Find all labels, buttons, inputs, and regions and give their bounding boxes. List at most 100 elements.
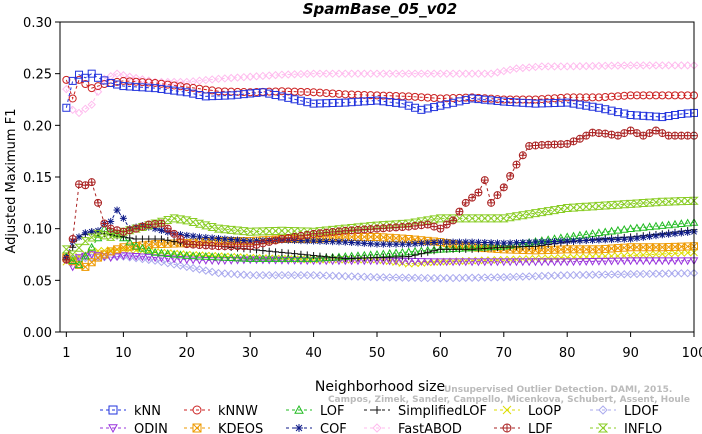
data-point (94, 198, 103, 207)
data-point (569, 270, 578, 280)
data-point (480, 273, 489, 282)
data-point (360, 272, 369, 282)
data-point (608, 236, 616, 244)
data-point (671, 249, 679, 258)
data-point (588, 93, 597, 102)
legend-label: SimplifiedLOF (398, 404, 487, 419)
data-point (398, 253, 406, 261)
data-point (112, 253, 122, 262)
data-point (341, 98, 350, 107)
data-point (493, 96, 502, 105)
legend-label: kNN (134, 404, 161, 419)
data-point (627, 235, 635, 243)
data-point (315, 88, 324, 97)
data-point (626, 243, 635, 252)
data-point (657, 221, 667, 229)
data-point (569, 245, 578, 254)
data-point (113, 206, 121, 214)
data-point (138, 78, 147, 87)
data-point (131, 241, 141, 250)
data-point (74, 108, 84, 118)
data-point (480, 214, 490, 223)
watermark: Campos, Zimek, Sander, Campello, Micenko… (328, 395, 690, 405)
data-point (664, 257, 673, 266)
data-point (639, 111, 648, 120)
data-point (366, 96, 375, 105)
data-point (385, 69, 394, 78)
data-point (486, 258, 496, 267)
data-point (620, 270, 629, 279)
data-point (303, 251, 311, 259)
data-point (473, 214, 484, 223)
data-point (480, 256, 489, 265)
data-point (264, 254, 274, 262)
data-point (379, 69, 388, 78)
data-point (493, 273, 502, 282)
data-point (195, 265, 204, 274)
data-point (436, 274, 445, 283)
y-tick-label: 0.10 (23, 223, 52, 238)
data-point (537, 258, 547, 267)
data-point (271, 236, 280, 245)
data-point (239, 253, 249, 262)
data-point (531, 258, 540, 267)
data-point (461, 95, 470, 104)
data-point (455, 245, 463, 253)
data-point (671, 230, 679, 238)
data-point (461, 198, 470, 207)
data-point (289, 227, 300, 236)
data-point (449, 98, 458, 107)
data-point (138, 83, 147, 92)
data-point (645, 257, 654, 266)
data-point (486, 214, 496, 223)
data-point (493, 256, 502, 264)
data-point (188, 251, 198, 260)
data-point (677, 242, 686, 251)
data-point (664, 91, 673, 100)
data-point (549, 206, 560, 215)
series-ldf (62, 126, 698, 264)
data-point (182, 88, 191, 97)
data-point (163, 85, 172, 94)
legend-marker (502, 423, 512, 433)
data-point (207, 223, 217, 232)
data-point (619, 200, 629, 209)
data-point (467, 69, 477, 78)
data-point (220, 252, 230, 261)
y-tick-label: 0.05 (23, 274, 52, 289)
data-point (315, 69, 325, 78)
data-point (322, 99, 331, 108)
data-point (467, 258, 477, 267)
data-point (423, 258, 433, 267)
x-tick-label: 20 (179, 346, 196, 361)
data-point (512, 272, 521, 282)
data-point (658, 61, 667, 70)
y-tick-label: 0.25 (23, 68, 52, 83)
data-point (182, 262, 192, 272)
data-point (468, 94, 477, 103)
data-point (613, 108, 622, 117)
y-axis-label: Adjusted Maximum F1 (4, 109, 19, 254)
data-point (272, 248, 280, 256)
data-point (277, 70, 287, 79)
data-point (632, 61, 642, 70)
x-tick-label: 1 (62, 346, 70, 361)
data-point (607, 61, 616, 70)
data-point (220, 91, 229, 100)
data-point (417, 258, 426, 266)
data-point (81, 73, 90, 82)
data-point (455, 238, 463, 246)
data-point (131, 254, 141, 263)
data-point (150, 247, 160, 256)
data-point (677, 61, 686, 70)
data-point (639, 91, 648, 100)
data-point (505, 272, 515, 282)
data-point (594, 129, 603, 138)
data-point (315, 253, 325, 262)
data-point (277, 256, 287, 265)
data-point (208, 234, 216, 242)
data-point (189, 83, 198, 92)
data-point (632, 199, 642, 208)
data-point (246, 89, 255, 98)
data-point (354, 254, 362, 262)
